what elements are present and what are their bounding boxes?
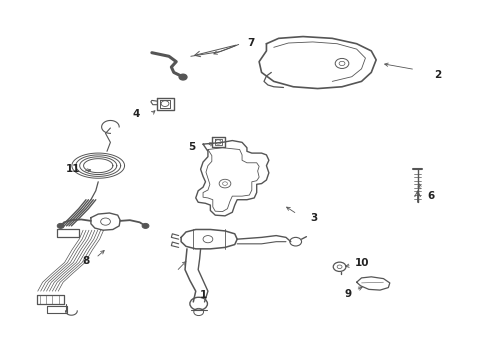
- Text: 8: 8: [82, 256, 89, 266]
- Circle shape: [57, 224, 64, 228]
- Circle shape: [179, 74, 186, 80]
- Text: 11: 11: [65, 163, 80, 174]
- Circle shape: [142, 224, 149, 228]
- Text: 5: 5: [188, 141, 195, 152]
- Text: 7: 7: [246, 38, 254, 48]
- Text: 3: 3: [310, 213, 317, 223]
- Text: 2: 2: [433, 70, 441, 80]
- Text: 6: 6: [427, 191, 433, 201]
- Text: 9: 9: [344, 289, 351, 299]
- Text: 1: 1: [199, 291, 206, 301]
- Text: 4: 4: [132, 109, 139, 119]
- Text: 10: 10: [354, 258, 369, 268]
